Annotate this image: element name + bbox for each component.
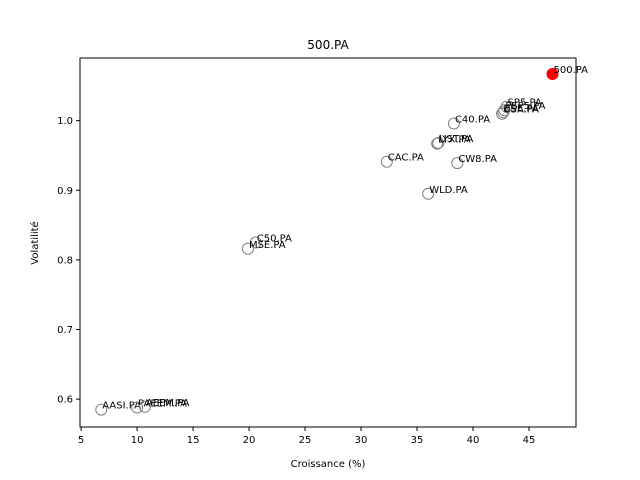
x-tick-label: 30	[355, 435, 368, 446]
point-label: SP5.PA	[508, 98, 542, 109]
data-point	[380, 155, 393, 168]
point-label: MSE.PA	[249, 240, 286, 251]
point-label: AASI.PA	[102, 401, 141, 412]
data-point	[498, 104, 511, 117]
point-label: CAC.PA	[388, 153, 424, 164]
data-point	[447, 117, 460, 130]
x-axis: 5 10 15 20 25 30 35 40 45	[78, 427, 535, 446]
point-label: CW8.PA	[458, 154, 497, 165]
x-tick-label: 35	[411, 435, 424, 446]
point-label: USA.PA	[503, 105, 539, 116]
point-label: ESE.PA	[504, 103, 539, 114]
data-point	[432, 136, 445, 149]
point-label: 500.PA	[553, 65, 588, 76]
x-tick-label: 40	[467, 435, 480, 446]
data-point	[95, 403, 108, 416]
point-label: WLD.PA	[429, 185, 468, 196]
plot-frame	[79, 57, 577, 428]
data-point	[497, 106, 510, 119]
x-axis-label: Croissance (%)	[291, 459, 366, 470]
data-point	[249, 236, 262, 249]
plot-area	[79, 57, 577, 428]
y-tick-label: 0.8	[57, 255, 73, 266]
data-point	[241, 242, 254, 255]
x-tick-label: 25	[299, 435, 312, 446]
y-axis: 0.6 0.7 0.8 0.9 1.0	[57, 116, 80, 406]
x-tick-label: 10	[131, 435, 144, 446]
point-label: C40.PA	[455, 114, 490, 125]
point-label: PAEEM.PA	[138, 399, 187, 410]
x-tick-label: 5	[78, 435, 84, 446]
y-axis-label: Volatilité	[29, 221, 41, 264]
point-label: PSP5.PA	[505, 101, 545, 112]
point-label: C50.PA	[257, 234, 292, 245]
highlight-point	[546, 68, 559, 81]
x-tick-label: 45	[523, 435, 536, 446]
data-point	[131, 401, 144, 414]
point-label: UST.PA	[439, 134, 473, 145]
y-tick-label: 1.0	[57, 116, 73, 127]
y-tick-label: 0.9	[57, 186, 73, 197]
data-point	[451, 157, 464, 170]
y-tick-label: 0.6	[57, 395, 73, 406]
x-tick-label: 15	[187, 435, 200, 446]
data-point	[422, 187, 435, 200]
point-label: LYX.PA	[438, 135, 471, 146]
x-tick-label: 20	[243, 435, 256, 446]
point-label: AEEM.PA	[146, 398, 190, 409]
data-point	[496, 107, 509, 120]
data-point	[431, 137, 444, 150]
data-point	[138, 400, 151, 413]
chart-title: 500.PA	[307, 38, 349, 52]
y-tick-label: 0.7	[57, 325, 73, 336]
